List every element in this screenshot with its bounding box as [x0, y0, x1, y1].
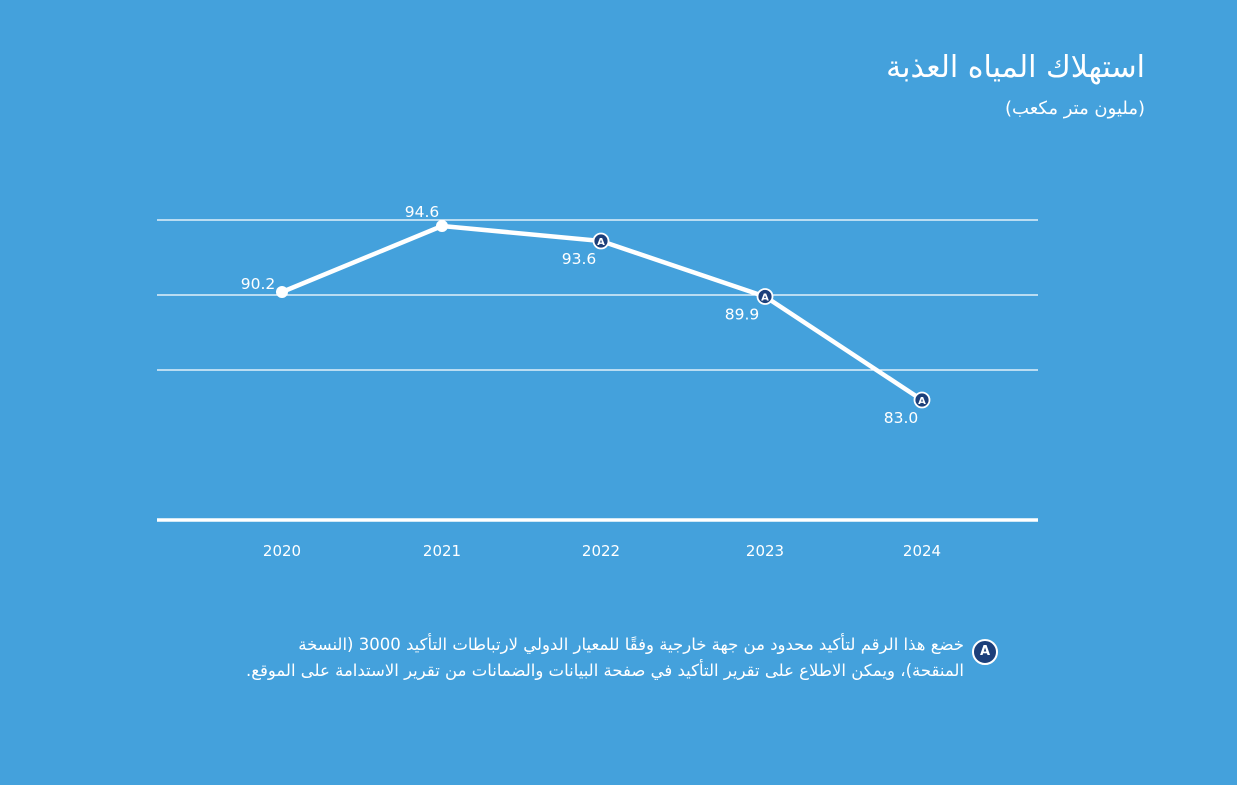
- x-tick-label: 2023: [746, 542, 784, 560]
- data-label: 90.2: [241, 275, 276, 293]
- data-point: [276, 286, 288, 298]
- line-chart: 2020 2021 2022 2023 2024 A A A 90.2 94.6 93.6 89.…: [157, 203, 1038, 560]
- data-point: [436, 220, 448, 232]
- series-line: [279, 223, 925, 403]
- svg-text:A: A: [597, 237, 605, 248]
- data-points: A A A: [276, 220, 931, 409]
- data-labels: 90.2 94.6 93.6 89.9 83.0: [241, 203, 919, 427]
- data-label: 93.6: [562, 250, 597, 268]
- chart-title: استهلاك المياه العذبة: [886, 50, 1145, 85]
- svg-text:A: A: [761, 292, 769, 303]
- gridlines: [157, 219, 1038, 522]
- chart-subtitle: (مليون متر مكعب): [1005, 98, 1145, 119]
- series-polyline: [279, 223, 925, 403]
- assurance-marker-icon: A: [592, 232, 610, 250]
- assurance-marker-icon: A: [756, 288, 774, 305]
- data-label: 94.6: [405, 203, 440, 221]
- x-tick-label: 2024: [903, 542, 941, 560]
- assurance-badge-icon: A: [972, 639, 998, 665]
- data-label: 89.9: [725, 306, 760, 324]
- svg-text:A: A: [918, 396, 926, 407]
- footnote-text: خضع هذا الرقم لتأكيد محدود من جهة خارجية…: [245, 635, 964, 680]
- footnote: A خضع هذا الرقم لتأكيد محدود من جهة خارج…: [230, 632, 998, 684]
- data-label: 83.0: [884, 409, 919, 427]
- x-axis: 2020 2021 2022 2023 2024: [263, 542, 941, 560]
- x-tick-label: 2021: [423, 542, 461, 560]
- x-tick-label: 2020: [263, 542, 301, 560]
- x-tick-label: 2022: [582, 542, 620, 560]
- assurance-marker-icon: A: [913, 391, 931, 409]
